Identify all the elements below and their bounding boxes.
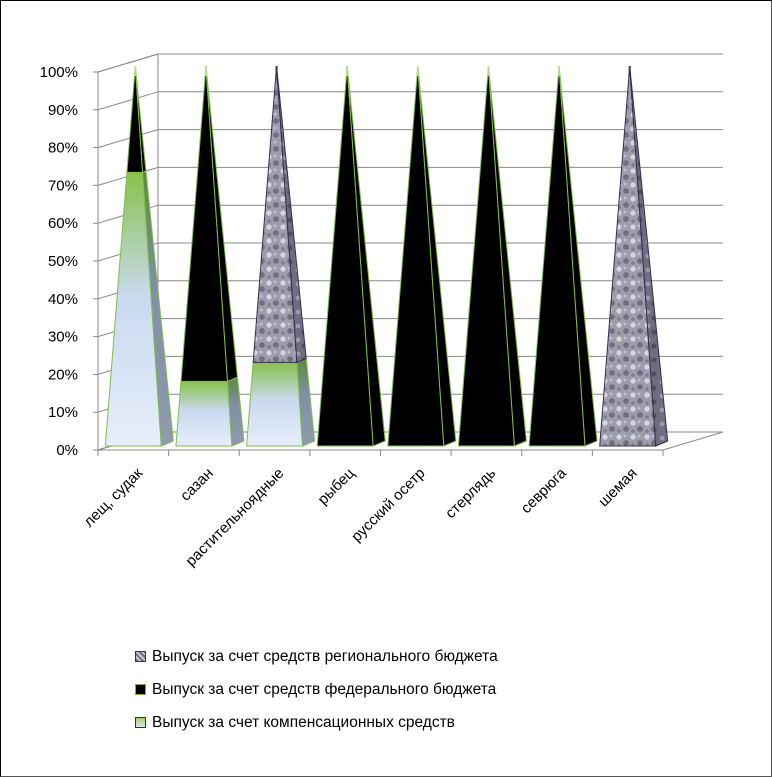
pyramid-side-7-2 (629, 65, 669, 447)
x-tick-label-4: русский осетр (348, 465, 429, 546)
pyramid-side-6-1 (558, 65, 598, 447)
y-tick-label: 40% (48, 291, 78, 308)
y-tick-label: 80% (48, 140, 78, 157)
legend-swatch-regional (135, 651, 146, 662)
legend: Выпуск за счет средств регионального бюд… (135, 640, 498, 739)
gridline-diagonal (97, 53, 159, 73)
legend-swatch-federal (135, 684, 146, 695)
x-tick-label-1: сазан (177, 465, 217, 505)
x-tick-label-7: шемая (595, 465, 640, 510)
gridline-diagonal (97, 129, 159, 149)
y-tick-label: 0% (56, 442, 78, 459)
y-tick-label: 20% (48, 366, 78, 383)
gridline-diagonal (97, 91, 159, 111)
legend-label-federal: Выпуск за счет средств федерального бюдж… (152, 680, 497, 698)
legend-item-federal: Выпуск за счет средств федерального бюдж… (135, 673, 498, 706)
x-tick-label-5: стерлядь (442, 465, 499, 522)
legend-swatch-compensation (135, 717, 146, 728)
pyramid-side-2-2 (276, 65, 307, 364)
y-tick-label: 30% (48, 329, 78, 346)
x-tick-label-3: рыбец (315, 465, 359, 509)
y-tick-label: 60% (48, 215, 78, 232)
y-tick-label: 100% (40, 64, 78, 81)
y-tick-label: 10% (48, 404, 78, 421)
pyramid-side-0-1 (134, 65, 147, 174)
y-tick-label: 70% (48, 177, 78, 194)
x-tick-label-0: лещ, судак (80, 465, 146, 531)
axes (93, 71, 664, 456)
pyramid-side-3-1 (346, 65, 386, 447)
y-tick-label: 90% (48, 102, 78, 119)
x-tick-label-6: севрюга (518, 464, 571, 517)
y-tick-label: 50% (48, 253, 78, 270)
legend-item-regional: Выпуск за счет средств регионального бюд… (135, 640, 498, 673)
pyramid-segment-1-0 (175, 380, 233, 447)
pyramid-side-1-1 (205, 65, 239, 383)
legend-item-compensation: Выпуск за счет компенсационных средств (135, 706, 498, 739)
pyramid-side-5-1 (487, 65, 527, 447)
legend-label-regional: Выпуск за счет средств регионального бюд… (152, 647, 498, 665)
data-pyramids (104, 65, 669, 447)
pyramid-segment-2-0 (246, 361, 304, 447)
pyramid-side-4-1 (417, 65, 457, 447)
pyramid-chart: 0% 10% 20% 30% 40% 50% 60% 70% 80% 90% 100% лещ, су… (40, 53, 724, 570)
legend-label-compensation: Выпуск за счет компенсационных средств (152, 713, 455, 731)
